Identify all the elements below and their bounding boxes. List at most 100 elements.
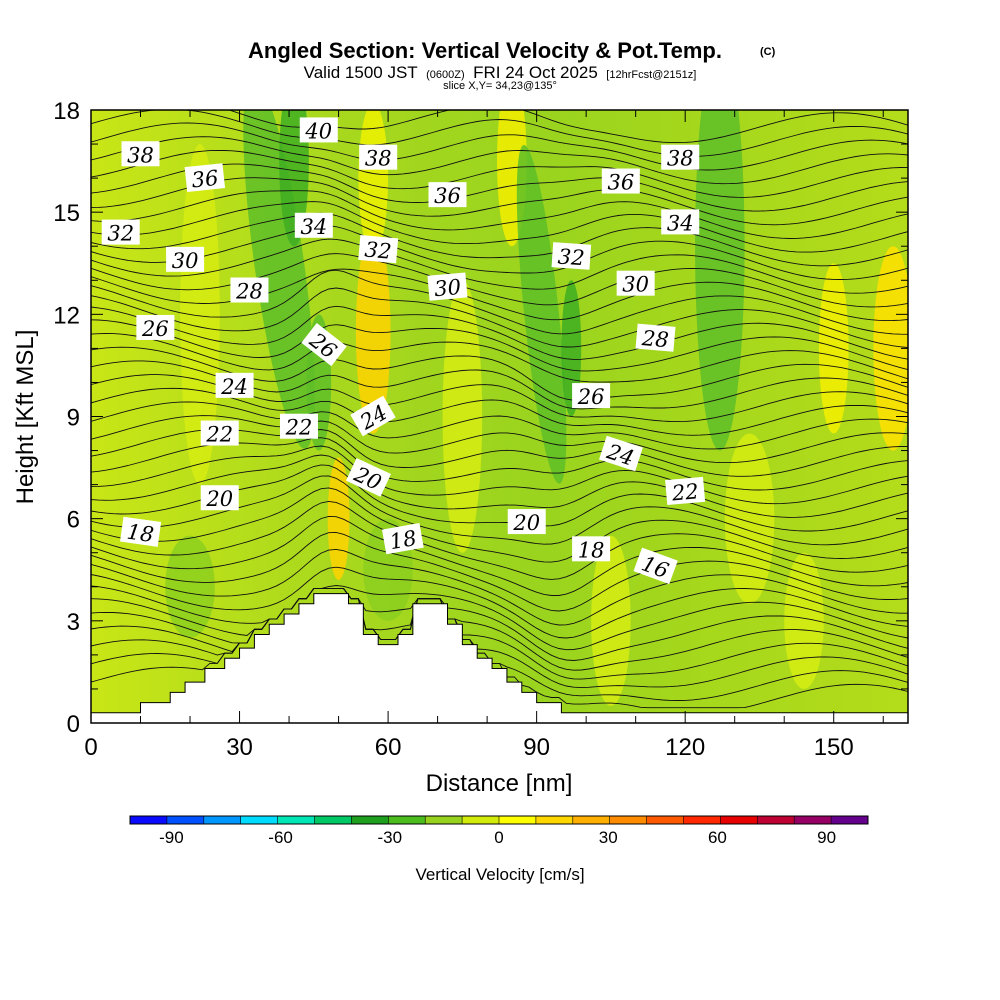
isentrope-line-10 bbox=[91, 515, 908, 596]
theta-label-text: 22 bbox=[285, 416, 313, 440]
colorbar: -90 -60 -30 0 30 60 90 bbox=[129, 815, 869, 847]
velocity-blob-9 bbox=[695, 110, 745, 451]
isentrope-line-24 bbox=[91, 346, 908, 401]
copyright-mark: (C) bbox=[760, 46, 776, 58]
theta-label-box bbox=[633, 547, 678, 585]
isentrope-line-42 bbox=[91, 110, 908, 157]
theta-label-box bbox=[299, 117, 338, 143]
isentrope-line-34 bbox=[91, 212, 908, 267]
isentrope-line-8 bbox=[91, 548, 908, 626]
theta-label-text: 28 bbox=[235, 279, 263, 303]
valid-time-line: Valid 1500 JST (0600Z) FRI 24 Oct 2025 [… bbox=[304, 63, 697, 82]
theta-label-32: 32 bbox=[358, 235, 399, 264]
velocity-blob-12 bbox=[180, 144, 220, 485]
theta-label-28: 28 bbox=[230, 277, 269, 303]
theta-label-box bbox=[345, 457, 391, 497]
theta-label-box bbox=[101, 219, 140, 245]
theta-label-text: 38 bbox=[127, 143, 154, 167]
theta-label-26: 26 bbox=[136, 314, 175, 341]
theta-label-text: 38 bbox=[365, 147, 392, 171]
velocity-blob-13 bbox=[442, 280, 483, 553]
theta-label-box bbox=[428, 182, 467, 208]
isentrope-line-37 bbox=[91, 177, 908, 226]
theta-label-36: 36 bbox=[184, 163, 226, 193]
y-tick-label: 6 bbox=[67, 507, 80, 534]
theta-label-text: 30 bbox=[622, 273, 649, 297]
isentrope-line-7 bbox=[91, 566, 908, 639]
theta-label-box bbox=[120, 516, 162, 547]
colorbar-swatch bbox=[314, 816, 352, 824]
theta-label-box bbox=[381, 522, 424, 555]
isentrope-line-36 bbox=[91, 190, 908, 239]
theta-label-box bbox=[599, 435, 643, 472]
theta-label-text: 36 bbox=[190, 166, 219, 193]
theta-label-box bbox=[294, 212, 333, 238]
velocity-blob-16 bbox=[165, 535, 215, 638]
colorbar-swatch bbox=[240, 816, 279, 824]
theta-label-32: 32 bbox=[101, 219, 140, 246]
velocity-blob-0 bbox=[243, 110, 315, 449]
colorbar-swatch bbox=[683, 816, 721, 824]
theta-label-32: 32 bbox=[551, 242, 592, 271]
colorbar-swatch bbox=[425, 816, 463, 824]
theta-label-text: 20 bbox=[205, 487, 233, 511]
colorbar-swatch bbox=[720, 816, 758, 824]
theta-label-box bbox=[279, 413, 318, 439]
theta-label-box bbox=[359, 144, 398, 170]
theta-label-26: 26 bbox=[572, 383, 611, 409]
theta-label-text: 36 bbox=[607, 171, 634, 195]
colorbar-swatch bbox=[499, 816, 537, 824]
theta-label-box bbox=[184, 163, 226, 193]
velocity-blob-14 bbox=[591, 535, 631, 706]
theta-label-24: 24 bbox=[215, 372, 254, 399]
isentrope-line-28 bbox=[91, 287, 908, 348]
x-tick-label: 90 bbox=[523, 734, 550, 761]
colorbar-swatch bbox=[462, 816, 500, 824]
theta-label-box bbox=[215, 372, 254, 398]
theta-label-text: 32 bbox=[364, 238, 393, 264]
theta-label-34: 34 bbox=[661, 209, 700, 235]
isentrope-line-38 bbox=[91, 163, 908, 212]
theta-label-text: 22 bbox=[205, 423, 233, 447]
theta-label-text: 34 bbox=[300, 215, 327, 239]
colorbar-swatch bbox=[609, 816, 648, 824]
theta-label-text: 32 bbox=[557, 245, 585, 271]
theta-label-box bbox=[200, 420, 239, 446]
isentrope-line-4 bbox=[91, 588, 908, 671]
velocity-blob-8 bbox=[561, 280, 582, 417]
isentrope-line-6 bbox=[91, 585, 908, 651]
x-tick-label: 60 bbox=[375, 734, 402, 761]
forecast-info: [12hrFcst@2151z] bbox=[606, 69, 696, 81]
theta-label-18: 18 bbox=[120, 516, 162, 547]
x-tick-label: 0 bbox=[84, 734, 97, 761]
slice-info: slice X,Y= 34,23@135° bbox=[443, 80, 557, 92]
isentrope-line-12 bbox=[91, 487, 908, 563]
colorbar-swatch bbox=[646, 816, 684, 824]
theta-label-box bbox=[166, 246, 205, 272]
velocity-blob-7 bbox=[516, 144, 567, 484]
colorbar-tick-label: 90 bbox=[817, 828, 836, 847]
colorbar-tick-label: -30 bbox=[378, 828, 403, 847]
colorbar-swatch bbox=[572, 816, 611, 824]
theta-label-box bbox=[665, 476, 706, 506]
colorbar-label: Vertical Velocity [cm/s] bbox=[415, 865, 584, 884]
theta-label-box bbox=[551, 242, 592, 270]
theta-label-22: 22 bbox=[200, 420, 239, 447]
isentrope-line-40 bbox=[91, 136, 908, 185]
theta-label-38: 38 bbox=[121, 141, 160, 167]
colorbar-swatch bbox=[203, 816, 242, 824]
theta-label-30: 30 bbox=[616, 270, 655, 297]
y-tick-label: 18 bbox=[53, 98, 80, 125]
chart-title: Angled Section: Vertical Velocity & Pot.… bbox=[248, 38, 722, 63]
valid-zulu: (0600Z) bbox=[426, 69, 465, 81]
isentrope-line-9 bbox=[91, 531, 908, 612]
isentrope-line-26 bbox=[91, 319, 908, 372]
valid-date: FRI 24 Oct 2025 bbox=[473, 63, 598, 82]
theta-label-18: 18 bbox=[381, 522, 424, 555]
theta-label-40: 40 bbox=[299, 117, 338, 143]
colorbar-swatch bbox=[794, 816, 832, 824]
theta-label-box bbox=[635, 323, 676, 352]
isentrope-line-13 bbox=[91, 475, 908, 546]
